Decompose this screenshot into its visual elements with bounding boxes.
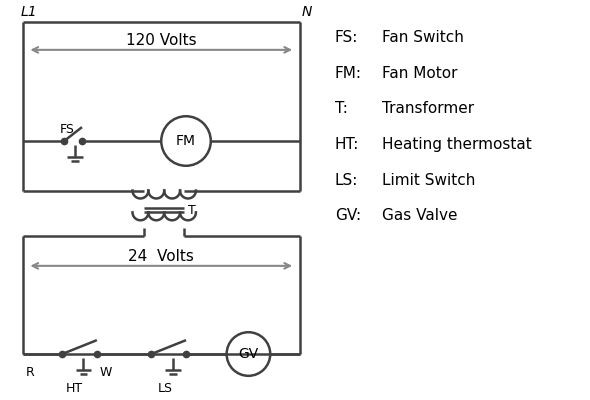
Text: FS:: FS: xyxy=(335,30,358,45)
Text: HT: HT xyxy=(66,382,83,395)
Text: 24  Volts: 24 Volts xyxy=(128,249,194,264)
Text: GV: GV xyxy=(238,347,258,361)
Text: GV:: GV: xyxy=(335,208,360,223)
Text: Limit Switch: Limit Switch xyxy=(382,173,476,188)
Text: 120 Volts: 120 Volts xyxy=(126,33,196,48)
Text: R: R xyxy=(25,366,34,379)
Text: LS:: LS: xyxy=(335,173,358,188)
Text: Fan Motor: Fan Motor xyxy=(382,66,458,81)
Text: HT:: HT: xyxy=(335,137,359,152)
Text: LS: LS xyxy=(158,382,173,395)
Text: W: W xyxy=(100,366,112,379)
Text: T: T xyxy=(188,204,196,217)
Text: Gas Valve: Gas Valve xyxy=(382,208,458,223)
Text: FS: FS xyxy=(60,123,75,136)
Text: FM: FM xyxy=(176,134,196,148)
Text: Fan Switch: Fan Switch xyxy=(382,30,464,45)
Text: L1: L1 xyxy=(21,5,37,19)
Text: Heating thermostat: Heating thermostat xyxy=(382,137,532,152)
Text: FM:: FM: xyxy=(335,66,362,81)
Text: Transformer: Transformer xyxy=(382,101,474,116)
Text: T:: T: xyxy=(335,101,348,116)
Text: N: N xyxy=(302,5,312,19)
